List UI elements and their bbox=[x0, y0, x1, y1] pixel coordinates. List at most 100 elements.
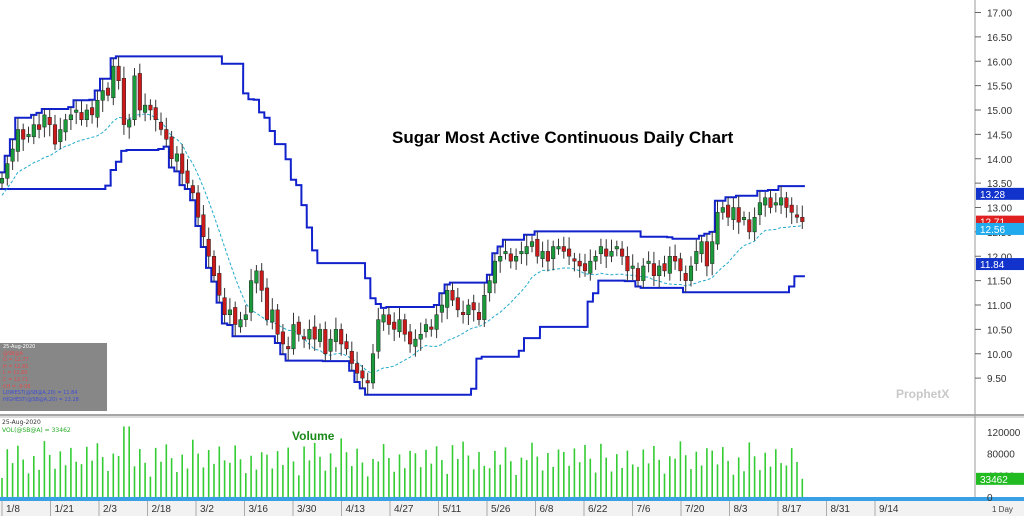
x-tick-label: 1/8 bbox=[6, 504, 20, 515]
candle-body bbox=[238, 319, 243, 328]
candle-body bbox=[132, 75, 137, 120]
candle-body bbox=[492, 260, 497, 284]
y-tick-label: 16.00 bbox=[987, 57, 1012, 68]
info-line-high: H = 12.81 bbox=[3, 363, 29, 370]
candle-body bbox=[620, 248, 625, 257]
candle-body bbox=[317, 329, 323, 342]
candle-body bbox=[524, 246, 529, 255]
candle-body bbox=[646, 260, 651, 264]
candle-body bbox=[254, 270, 259, 284]
candle-body bbox=[349, 351, 354, 364]
x-tick-label: 5/26 bbox=[491, 504, 511, 515]
x-tick-label: 5/11 bbox=[443, 504, 462, 515]
candle-body bbox=[498, 256, 503, 262]
candle-body bbox=[137, 73, 142, 111]
candle-body bbox=[323, 329, 328, 354]
candle-body bbox=[683, 273, 688, 281]
watermark-text: ProphetX bbox=[896, 387, 950, 401]
info-line-lowest: LOWEST(@SB@A,20) = 11.84 bbox=[3, 390, 78, 397]
candle-body bbox=[789, 204, 794, 213]
candle-body bbox=[657, 265, 662, 276]
volume-legend-date: 25-Aug-2020 bbox=[2, 419, 41, 426]
volume-tick-label: 120000 bbox=[987, 428, 1021, 439]
candle-body bbox=[31, 124, 36, 138]
candle-body bbox=[339, 329, 344, 345]
candle-body bbox=[381, 314, 386, 323]
candle-body bbox=[21, 129, 26, 140]
candle-body bbox=[307, 329, 312, 340]
candle-body bbox=[752, 217, 757, 233]
candle-body bbox=[355, 363, 360, 374]
candle-body bbox=[95, 100, 100, 118]
price-label-text: 13.28 bbox=[980, 190, 1005, 201]
price-label-box bbox=[976, 222, 1024, 235]
volume-tick-label: 80000 bbox=[987, 450, 1015, 461]
candle-body bbox=[90, 107, 95, 116]
candle-body bbox=[217, 273, 222, 296]
candle-body bbox=[74, 109, 79, 113]
candle-body bbox=[211, 256, 217, 276]
candle-body bbox=[26, 134, 31, 138]
candle-body bbox=[328, 338, 333, 352]
lowest-20-line bbox=[0, 145, 805, 396]
candle-body bbox=[577, 260, 582, 267]
candle-body bbox=[79, 112, 84, 120]
price-label-text: 11.84 bbox=[980, 260, 1005, 271]
candle-body bbox=[529, 241, 535, 247]
candle-body bbox=[42, 114, 47, 128]
candle-body bbox=[190, 185, 195, 194]
y-tick-label: 15.00 bbox=[987, 106, 1012, 117]
candle-body bbox=[763, 197, 768, 206]
candle-body bbox=[302, 336, 307, 340]
y-tick-label: 16.50 bbox=[987, 33, 1012, 44]
candle-body bbox=[243, 314, 248, 320]
y-tick-label: 15.50 bbox=[987, 82, 1012, 93]
candle-body bbox=[757, 202, 762, 216]
candle-body bbox=[227, 309, 232, 315]
candle-body bbox=[15, 129, 20, 152]
candle-body bbox=[275, 309, 280, 335]
candle-body bbox=[736, 207, 741, 223]
candle-body bbox=[741, 217, 747, 220]
x-tick-label: 8/17 bbox=[782, 504, 802, 515]
candle-body bbox=[704, 241, 709, 267]
candle-body bbox=[688, 265, 694, 281]
x-tick-label: 3/2 bbox=[200, 504, 214, 515]
info-line-close: C = 12.71 bbox=[3, 376, 29, 383]
candle-body bbox=[598, 246, 603, 255]
x-tick-label: 3/30 bbox=[297, 504, 317, 515]
prophetx-watermark: ProphetX bbox=[896, 387, 949, 401]
candle-body bbox=[286, 346, 291, 350]
volume-legend-series: VOL(@SB@A) = 33462 bbox=[2, 427, 71, 434]
candle-body bbox=[164, 129, 169, 140]
candle-body bbox=[185, 170, 190, 184]
x-tick-label: 6/8 bbox=[540, 504, 554, 515]
volume-pane bbox=[0, 418, 975, 498]
candle-body bbox=[47, 117, 52, 125]
candle-body bbox=[503, 251, 508, 255]
candle-body bbox=[429, 326, 434, 330]
info-date: 25-Aug-2020 bbox=[3, 344, 36, 350]
candle-body bbox=[174, 153, 179, 162]
candle-body bbox=[312, 326, 317, 340]
candle-body bbox=[450, 290, 455, 301]
candle-body bbox=[651, 263, 656, 276]
y-tick-label: 10.00 bbox=[987, 350, 1012, 361]
candle-body bbox=[482, 295, 487, 320]
candle-body bbox=[206, 238, 211, 257]
y-tick-label: 11.50 bbox=[987, 277, 1012, 288]
candle-body bbox=[413, 338, 418, 347]
candle-body bbox=[158, 121, 164, 130]
candle-body bbox=[68, 114, 73, 120]
candle-body bbox=[445, 290, 450, 308]
candle-body bbox=[461, 312, 466, 315]
candle-body bbox=[731, 207, 736, 220]
candle-body bbox=[662, 263, 667, 272]
candle-body bbox=[678, 258, 683, 272]
data-window-box: 25-Aug-2020 @SB@A O = 12.77 H = 12.81 L … bbox=[0, 343, 107, 411]
candle-body bbox=[455, 297, 460, 311]
candle-body bbox=[249, 280, 254, 313]
candle-body bbox=[296, 321, 301, 335]
